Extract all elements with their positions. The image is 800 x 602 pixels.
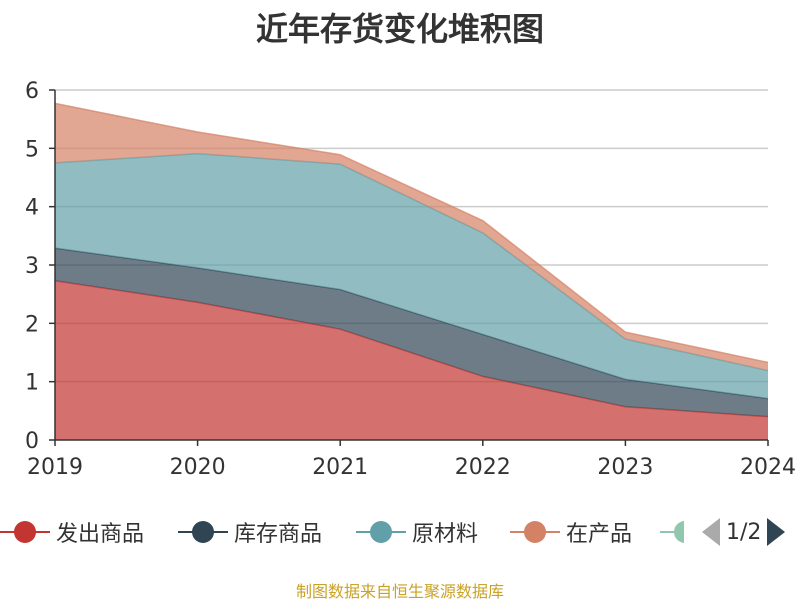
legend-item-partial[interactable] xyxy=(660,512,684,552)
legend-item-1[interactable]: 库存商品 xyxy=(178,512,322,552)
prev-page-icon[interactable] xyxy=(702,518,720,546)
legend-dot-1 xyxy=(192,521,214,543)
legend-label: 在产品 xyxy=(566,522,633,547)
page-indicator: 1/2 xyxy=(726,519,762,545)
legend: 发出商品 库存商品 原材料 在产品 1/2 xyxy=(0,512,800,552)
y-tick-label: 0 xyxy=(25,429,39,454)
x-tick-label: 2022 xyxy=(455,455,511,480)
y-tick-label: 3 xyxy=(25,254,39,279)
x-tick-label: 2019 xyxy=(27,455,83,480)
legend-item-2[interactable]: 原材料 xyxy=(356,512,478,552)
legend-marker-icon xyxy=(356,512,406,552)
area-series-3 xyxy=(55,103,768,371)
legend-dot-0 xyxy=(14,521,36,543)
area-series-2 xyxy=(55,153,768,399)
series-line-3 xyxy=(54,102,769,364)
source-note: 制图数据来自恒生聚源数据库 xyxy=(295,582,504,601)
next-page-icon[interactable] xyxy=(767,518,786,546)
legend-item-0[interactable]: 发出商品 xyxy=(0,512,144,552)
legend-dot-3 xyxy=(524,521,546,543)
legend-dot-2 xyxy=(370,521,392,543)
legend-label: 库存商品 xyxy=(234,522,323,547)
x-tick-label: 2020 xyxy=(170,455,226,480)
y-tick-label: 2 xyxy=(25,312,39,337)
legend-item-3[interactable]: 在产品 xyxy=(510,512,632,552)
legend-marker-icon xyxy=(510,512,560,552)
legend-dot-partial xyxy=(674,521,684,543)
legend-marker-icon xyxy=(660,512,684,552)
legend-line-partial xyxy=(660,531,684,533)
chart-title: 近年存货变化堆积图 xyxy=(255,10,544,48)
legend-pager: 1/2 xyxy=(702,512,786,552)
x-tick-label: 2024 xyxy=(740,455,796,480)
legend-marker-icon xyxy=(178,512,228,552)
legend-marker-icon xyxy=(0,512,50,552)
y-tick-label: 5 xyxy=(25,137,39,162)
y-tick-label: 1 xyxy=(25,371,39,396)
area-series-0 xyxy=(55,280,768,440)
y-tick-label: 6 xyxy=(25,79,39,104)
x-tick-label: 2021 xyxy=(312,455,368,480)
y-tick-label: 4 xyxy=(25,196,39,221)
area-series-1 xyxy=(55,248,768,417)
x-tick-label: 2023 xyxy=(597,455,653,480)
legend-label: 发出商品 xyxy=(56,522,145,547)
legend-label: 原材料 xyxy=(412,522,479,547)
